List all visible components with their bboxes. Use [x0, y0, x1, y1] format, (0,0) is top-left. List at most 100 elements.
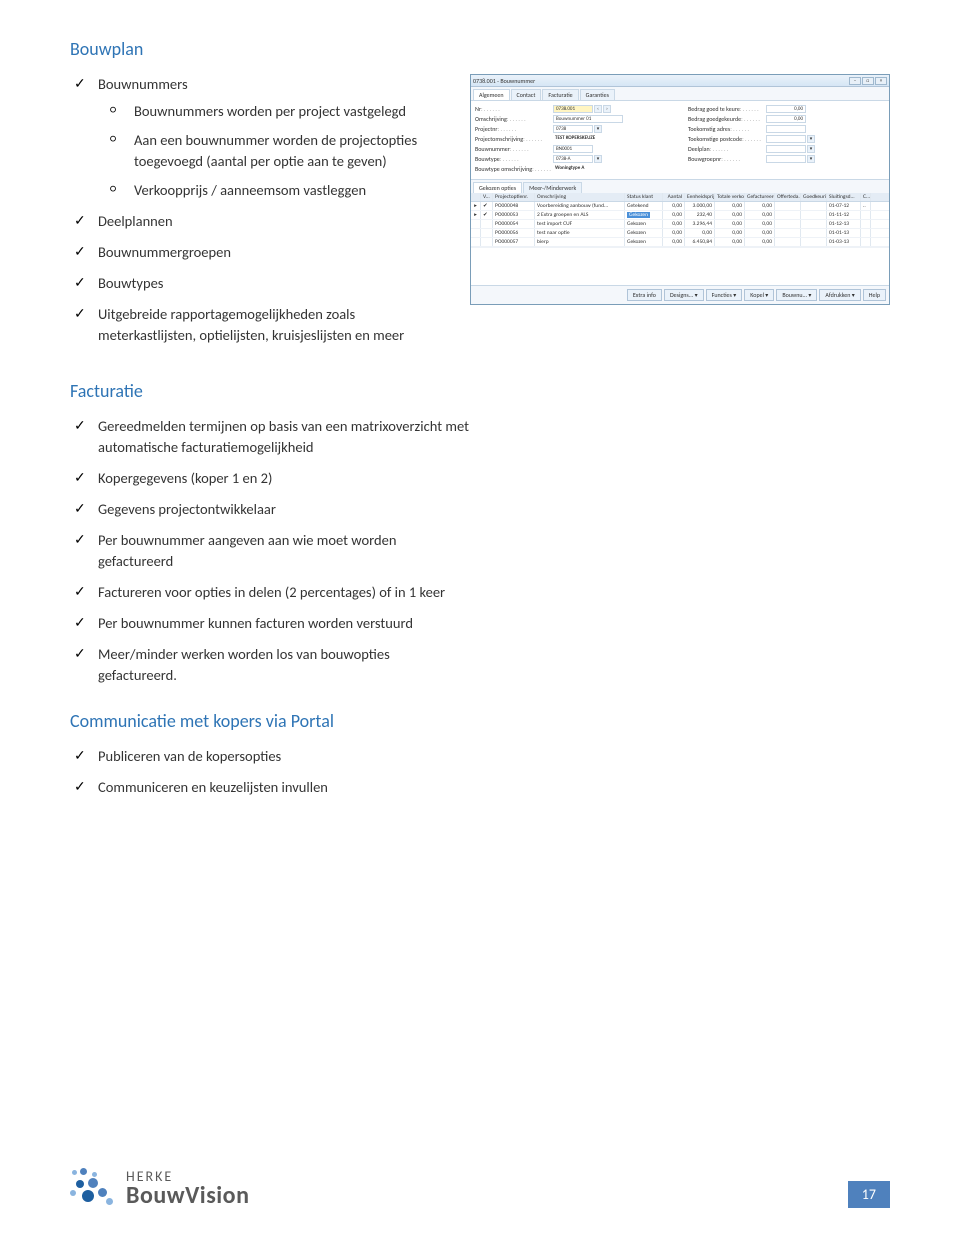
adres-input[interactable]: [766, 125, 806, 133]
tab-contact[interactable]: Contact: [511, 89, 542, 100]
section-heading-facturatie: Facturatie: [70, 380, 890, 402]
col-omschrijving: Omschrijving: [535, 193, 625, 201]
list-item: Factureren voor opties in delen (2 perce…: [98, 582, 470, 603]
logo-text: HERKE BouwVision: [126, 1170, 249, 1208]
list-item: Deelplannen: [98, 211, 450, 232]
field-nr: Nr 0738.001 ‹ ›: [475, 105, 672, 113]
deelplan-input[interactable]: [766, 145, 806, 153]
col-gefact: Gefactureerd ...: [745, 193, 775, 201]
nr-input[interactable]: 0738.001: [553, 105, 593, 113]
table-row[interactable]: PO000056test naar optieGekozen0,000,000,…: [471, 229, 889, 238]
projectnr-input[interactable]: 0738: [553, 125, 593, 133]
field-bedrag-goedgekeurd: Bedrag goedgekeurde 0,00: [688, 115, 885, 123]
form-left-col: Nr 0738.001 ‹ › Omschrijving Bouwnummer …: [475, 105, 672, 175]
table-row[interactable]: ▸✔PO000048Voorbereiding aanbouw (fund...…: [471, 202, 889, 211]
bouwnummer-input[interactable]: BN0001: [553, 145, 593, 153]
logo: HERKE BouwVision: [70, 1168, 249, 1208]
field-bouwgroepnr: Bouwgroepnr ▾: [688, 155, 885, 163]
bouwplan-list: Bouwnummers Bouwnummers worden per proje…: [70, 74, 450, 346]
postcode-input[interactable]: [766, 135, 806, 143]
col-sluiting: Sluitingsd...: [827, 193, 861, 201]
col-goedk: Goedkeuri...: [801, 193, 827, 201]
list-item: Bouwnummers Bouwnummers worden per proje…: [98, 74, 450, 201]
minimize-icon[interactable]: –: [849, 77, 861, 85]
sub-tabs: Gekozen opties Meer-/Minderwerk: [471, 179, 889, 193]
subtab-gekozen[interactable]: Gekozen opties: [473, 182, 522, 193]
data-grid: V... Projectoptienr. Omschrijving Status…: [471, 193, 889, 285]
omschrijving-input[interactable]: Bouwnummer 01: [553, 115, 623, 123]
field-adres: Toekomstig adres: [688, 125, 885, 133]
sub-item: Bouwnummers worden per project vastgeleg…: [134, 101, 450, 122]
bouwtype-input[interactable]: 0738-A: [553, 155, 593, 163]
maximize-icon[interactable]: □: [862, 77, 874, 85]
tab-facturatie[interactable]: Facturatie: [542, 89, 578, 100]
col-offerte: Offerteda...: [775, 193, 801, 201]
left-column: Bouwnummers Bouwnummers worden per proje…: [70, 74, 450, 356]
field-bouwtype: Bouwtype 0738-A ▾: [475, 155, 672, 163]
list-item: Uitgebreide rapportagemogelijkheden zoal…: [98, 304, 450, 346]
list-item: Communiceren en keuzelijsten invullen: [98, 777, 890, 798]
bedrag-keuren-value: 0,00: [766, 105, 806, 113]
list-item: Gegevens projectontwikkelaar: [98, 499, 470, 520]
lookup-icon[interactable]: ▾: [807, 155, 815, 163]
btn-afdrukken[interactable]: Afdrukken ▾: [819, 289, 860, 301]
item-label: Bouwnummers: [98, 75, 188, 93]
lookup-icon[interactable]: ▾: [807, 135, 815, 143]
btn-designs[interactable]: Designs... ▾: [664, 289, 704, 301]
col-c: C...: [861, 193, 871, 201]
field-omschrijving: Omschrijving Bouwnummer 01: [475, 115, 672, 123]
page-footer: HERKE BouwVision 17: [70, 1168, 890, 1208]
bedrag-goedgekeurd-value: 0,00: [766, 115, 806, 123]
field-deelplan: Deelplan ▾: [688, 145, 885, 153]
right-column: 0738.001 - Bouwnummer – □ × Algemeen Con…: [470, 74, 890, 305]
list-item: Kopergegevens (koper 1 en 2): [98, 468, 470, 489]
col-projectoptienr: Projectoptienr.: [493, 193, 535, 201]
tab-algemeen[interactable]: Algemeen: [473, 89, 510, 100]
section-heading-communicatie: Communicatie met kopers via Portal: [70, 710, 890, 732]
col-totale: Totale verkoo...: [715, 193, 745, 201]
btn-help[interactable]: Help: [863, 289, 886, 301]
communicatie-list: Publiceren van de kopersopties Communice…: [70, 746, 890, 798]
page-number: 17: [848, 1181, 890, 1208]
form-area: Nr 0738.001 ‹ › Omschrijving Bouwnummer …: [471, 101, 889, 179]
lookup-icon[interactable]: ▾: [594, 155, 602, 163]
table-row[interactable]: PO000054test import CUFGekozen0,003.296,…: [471, 220, 889, 229]
field-postcode: Toekomstige postcode ▾: [688, 135, 885, 143]
logo-line2: BouwVision: [126, 1184, 249, 1208]
section-heading-bouwplan: Bouwplan: [70, 38, 890, 60]
bouwnummers-sublist: Bouwnummers worden per project vastgeleg…: [98, 101, 450, 201]
form-right-col: Bedrag goed te keure 0,00 Bedrag goedgek…: [688, 105, 885, 175]
col-eenheid: Eenheidsprijs ...: [685, 193, 715, 201]
subtab-meerminder[interactable]: Meer-/Minderwerk: [523, 182, 582, 193]
list-item: Bouwtypes: [98, 273, 450, 294]
btn-extra-info[interactable]: Extra info: [627, 289, 662, 301]
btn-kopel[interactable]: Kopel ▾: [744, 289, 774, 301]
btn-functies[interactable]: Functies ▾: [706, 289, 743, 301]
bouwgroepnr-input[interactable]: [766, 155, 806, 163]
field-bouwnummer: Bouwnummer BN0001: [475, 145, 672, 153]
col-status: Status klant: [625, 193, 663, 201]
bouwtype-omschr-value: Woningtype A: [553, 165, 623, 173]
close-icon[interactable]: ×: [875, 77, 887, 85]
list-item: Publiceren van de kopersopties: [98, 746, 890, 767]
grid-blank-area: [471, 247, 889, 285]
two-column-layout: Bouwnummers Bouwnummers worden per proje…: [70, 74, 890, 356]
window-title: 0738.001 - Bouwnummer: [473, 77, 535, 85]
lookup-icon[interactable]: ▾: [594, 125, 602, 133]
list-item: Meer/minder werken worden los van bouwop…: [98, 644, 470, 686]
app-window: 0738.001 - Bouwnummer – □ × Algemeen Con…: [470, 74, 890, 305]
list-item: Gereedmelden termijnen op basis van een …: [98, 416, 470, 458]
lookup-icon[interactable]: ▾: [807, 145, 815, 153]
next-icon[interactable]: ›: [603, 105, 611, 113]
projectomschrijving-value: TEST KOPERSKEUZE: [553, 135, 633, 143]
sub-item: Verkoopprijs / aanneemsom vastleggen: [134, 180, 450, 201]
table-row[interactable]: ▸✔PO0000532 Extra groepen en ALSGekozen0…: [471, 211, 889, 220]
table-row[interactable]: PO000057bierpGekozen0,006.450,840,000,00…: [471, 238, 889, 247]
tab-garanties[interactable]: Garanties: [580, 89, 615, 100]
field-projectnr: Projectnr 0738 ▾: [475, 125, 672, 133]
grid-header: V... Projectoptienr. Omschrijving Status…: [471, 193, 889, 202]
list-item: Per bouwnummer kunnen facturen worden ve…: [98, 613, 470, 634]
list-item: Bouwnummergroepen: [98, 242, 450, 263]
btn-bouwnu[interactable]: Bouwnu... ▾: [776, 289, 817, 301]
prev-icon[interactable]: ‹: [594, 105, 602, 113]
